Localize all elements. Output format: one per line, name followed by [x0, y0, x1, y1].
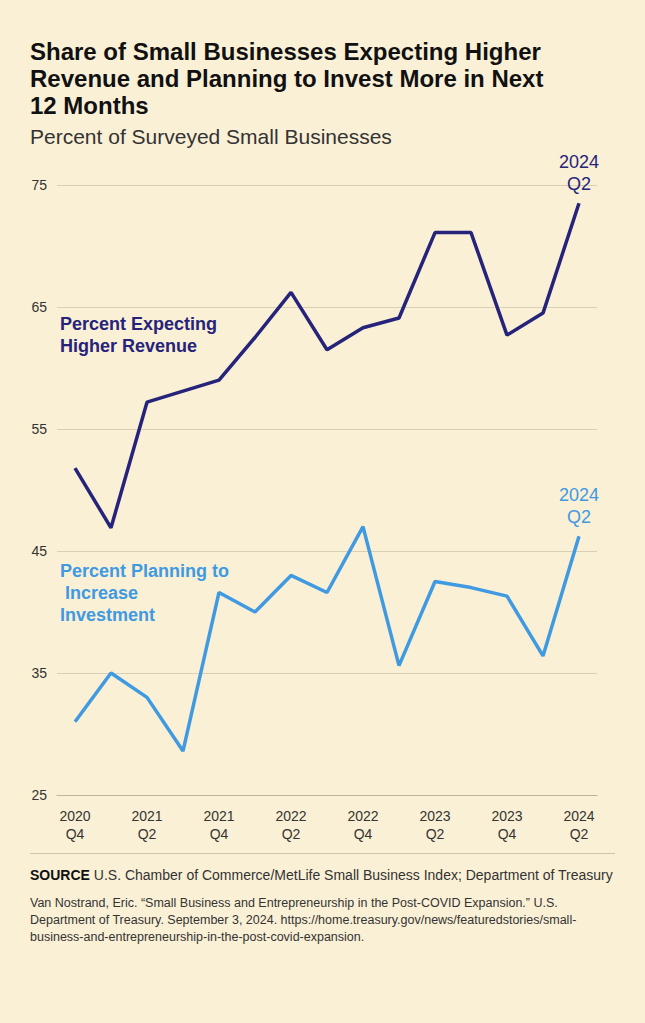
svg-text:Increase: Increase	[60, 583, 143, 603]
svg-text:2024: 2024	[563, 808, 594, 824]
svg-text:2021: 2021	[203, 808, 234, 824]
svg-text:Higher Revenue: Higher Revenue	[60, 336, 197, 356]
svg-text:Percent Expecting: Percent Expecting	[60, 314, 222, 334]
svg-text:2022: 2022	[275, 808, 306, 824]
svg-text:Q4: Q4	[66, 826, 85, 842]
svg-text:65: 65	[31, 299, 47, 315]
svg-text:2022: 2022	[347, 808, 378, 824]
html-text:Share of Small Businesses Expe: Share of Small Businesses Expecting High…	[30, 38, 544, 119]
svg-text:25: 25	[31, 787, 47, 803]
svg-text:45: 45	[31, 543, 47, 559]
svg-text:Q2: Q2	[570, 826, 589, 842]
html-text:Van Nostrand, Eric. “Small Bus: Van Nostrand, Eric. “Small Business and …	[30, 896, 577, 944]
svg-text:Q4: Q4	[498, 826, 517, 842]
svg-text:Q2: Q2	[282, 826, 301, 842]
svg-text:2021: 2021	[131, 808, 162, 824]
svg-text:Percent Planning to: Percent Planning to	[60, 561, 229, 581]
svg-text:2024: 2024	[559, 485, 599, 505]
svg-text:Q2: Q2	[426, 826, 445, 842]
svg-text:75: 75	[31, 177, 47, 193]
svg-text:Investment: Investment	[60, 605, 155, 625]
svg-text:Q2: Q2	[138, 826, 157, 842]
svg-text:Q4: Q4	[354, 826, 373, 842]
svg-text:2020: 2020	[59, 808, 90, 824]
svg-text:Q2: Q2	[567, 174, 591, 194]
svg-text:2023: 2023	[419, 808, 450, 824]
svg-text:2024: 2024	[559, 152, 599, 172]
svg-text:55: 55	[31, 421, 47, 437]
svg-text:35: 35	[31, 665, 47, 681]
svg-text:2023: 2023	[491, 808, 522, 824]
svg-text:Q4: Q4	[210, 826, 229, 842]
html-text:SOURCE U.S. Chamber of Commerc: SOURCE U.S. Chamber of Commerce/MetLife …	[30, 867, 613, 883]
html-text:Percent of Surveyed Small Busi: Percent of Surveyed Small Businesses	[30, 125, 392, 148]
svg-text:Q2: Q2	[567, 507, 591, 527]
